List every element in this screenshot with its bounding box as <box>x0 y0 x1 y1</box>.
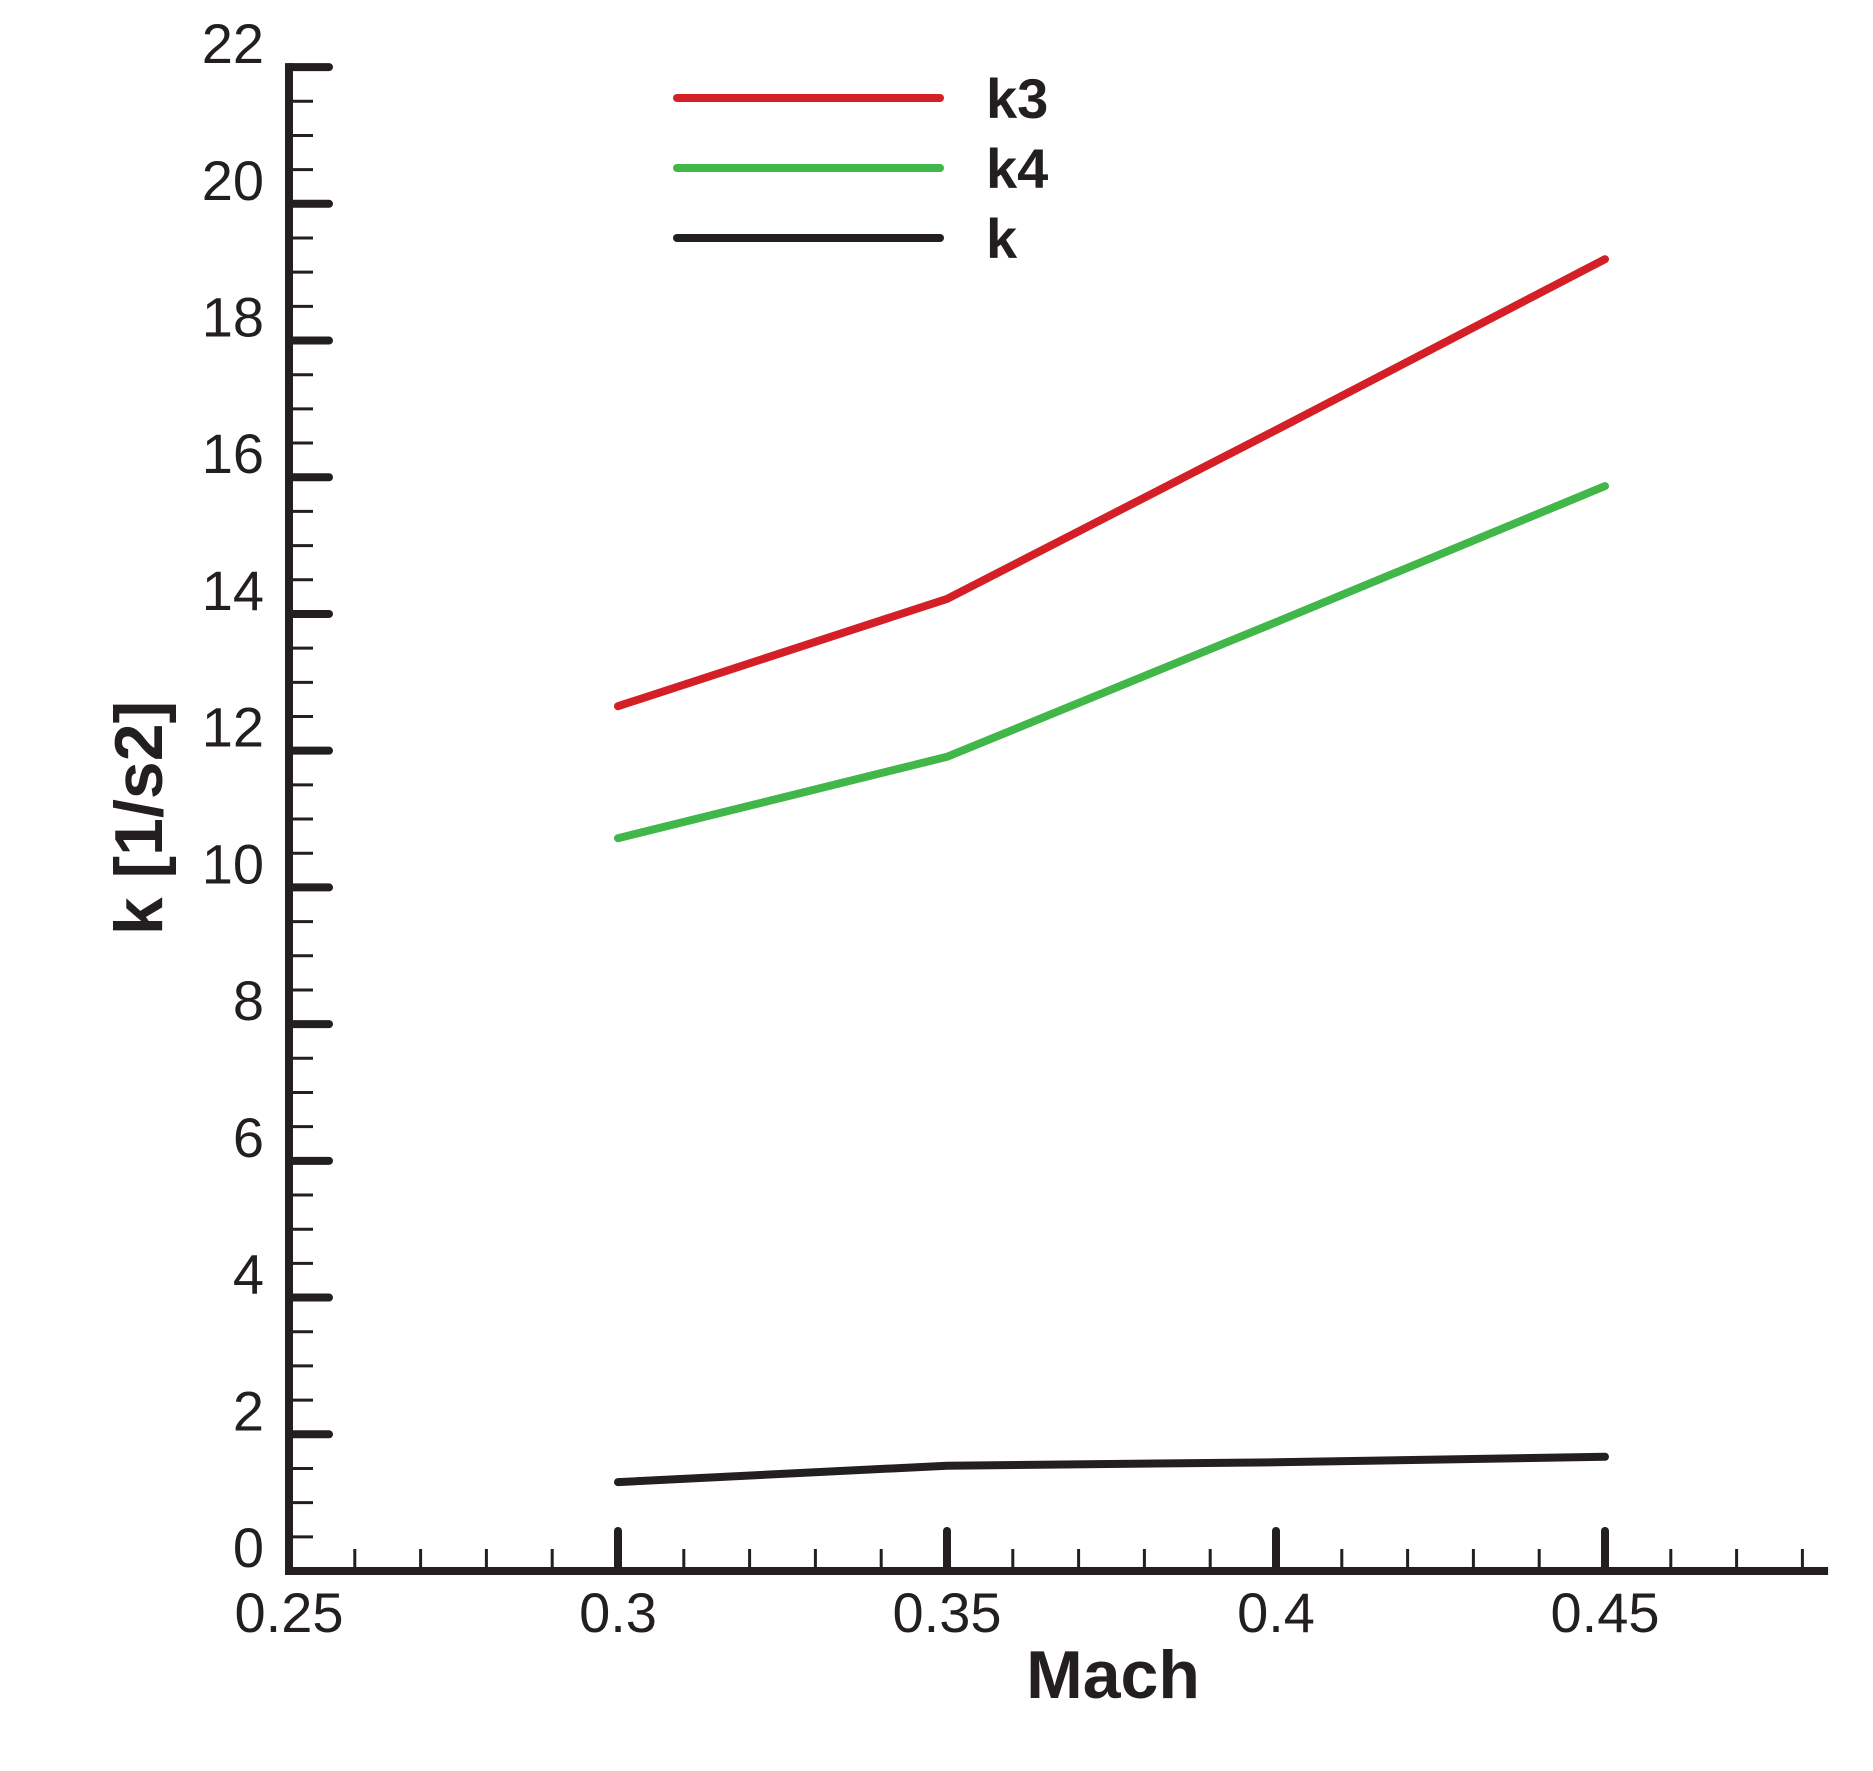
y-axis-title: k [1/s2] <box>101 701 177 935</box>
data-series <box>614 255 1609 1487</box>
y-tick-label: 12 <box>202 696 264 759</box>
y-tick-label: 0 <box>233 1516 264 1579</box>
y-tick-label: 8 <box>233 969 264 1032</box>
y-tick-label: 22 <box>202 12 264 75</box>
y-tick-label: 2 <box>233 1379 264 1442</box>
legend-item-k4: k4 <box>673 137 1048 200</box>
y-tick-label: 6 <box>233 1106 264 1169</box>
series-line-k4 <box>614 482 1609 843</box>
y-tick-label: 14 <box>202 559 264 622</box>
x-tick-label: 0.3 <box>579 1581 657 1644</box>
legend-item-k: k <box>673 207 1018 270</box>
legend: k3 k4 k <box>673 67 1048 270</box>
y-tick-label: 20 <box>202 149 264 212</box>
series-line-k3 <box>614 255 1609 711</box>
y-tick-label: 18 <box>202 286 264 349</box>
major-ticks <box>285 63 1609 1575</box>
legend-label: k <box>986 207 1018 270</box>
series-line-k <box>614 1452 1609 1487</box>
x-tick-label: 0.25 <box>235 1581 344 1644</box>
legend-label: k4 <box>986 137 1048 200</box>
axes <box>285 63 1829 1575</box>
legend-item-k3: k3 <box>673 67 1048 130</box>
y-tick-label: 16 <box>202 422 264 485</box>
x-tick-label: 0.35 <box>893 1581 1002 1644</box>
x-tick-label: 0.4 <box>1237 1581 1315 1644</box>
legend-label: k3 <box>986 67 1048 130</box>
x-tick-label: 0.45 <box>1551 1581 1660 1644</box>
y-tick-label: 4 <box>233 1243 264 1306</box>
x-tick-labels: 0.25 0.3 0.35 0.4 0.45 <box>235 1581 1660 1644</box>
y-tick-labels: 0 2 4 6 8 10 12 14 16 18 20 22 <box>202 12 264 1579</box>
y-tick-label: 10 <box>202 832 264 895</box>
minor-ticks <box>289 99 1804 1571</box>
x-axis-title: Mach <box>1026 1637 1200 1713</box>
